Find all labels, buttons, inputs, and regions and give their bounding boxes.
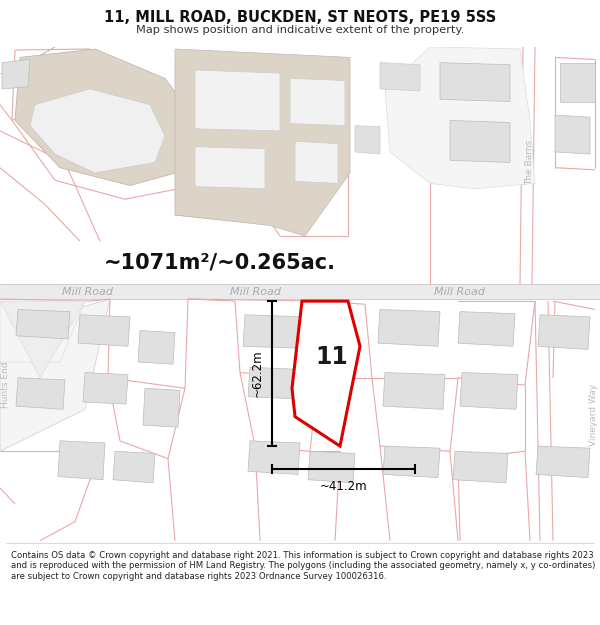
Polygon shape — [138, 331, 175, 364]
Polygon shape — [378, 309, 440, 346]
Text: ~1071m²/~0.265ac.: ~1071m²/~0.265ac. — [104, 253, 336, 272]
Text: Vineyard Way: Vineyard Way — [589, 384, 598, 446]
Polygon shape — [458, 312, 515, 346]
Polygon shape — [15, 49, 200, 186]
Polygon shape — [440, 62, 510, 101]
Polygon shape — [248, 368, 300, 399]
Polygon shape — [295, 141, 338, 184]
Text: Mill Road: Mill Road — [434, 287, 485, 297]
Text: Contains OS data © Crown copyright and database right 2021. This information is : Contains OS data © Crown copyright and d… — [11, 551, 595, 581]
Text: ~41.2m: ~41.2m — [320, 480, 367, 492]
Text: ~62.2m: ~62.2m — [251, 350, 264, 398]
Polygon shape — [292, 301, 360, 446]
Polygon shape — [58, 441, 105, 480]
Polygon shape — [16, 378, 65, 409]
Polygon shape — [560, 62, 595, 101]
Text: The Barns: The Barns — [526, 140, 535, 185]
Polygon shape — [0, 301, 85, 378]
Polygon shape — [2, 59, 30, 89]
Polygon shape — [450, 121, 510, 162]
Text: Mill Road: Mill Road — [62, 287, 113, 297]
Polygon shape — [78, 315, 130, 346]
Polygon shape — [355, 126, 380, 154]
Polygon shape — [0, 299, 110, 451]
Polygon shape — [385, 47, 535, 189]
Polygon shape — [308, 451, 355, 483]
Polygon shape — [383, 446, 440, 478]
Polygon shape — [143, 388, 180, 427]
Polygon shape — [453, 451, 508, 483]
Text: Map shows position and indicative extent of the property.: Map shows position and indicative extent… — [136, 25, 464, 35]
Polygon shape — [16, 309, 70, 339]
Polygon shape — [30, 89, 165, 173]
Polygon shape — [0, 301, 85, 362]
Polygon shape — [383, 372, 445, 409]
Polygon shape — [538, 315, 590, 349]
Polygon shape — [536, 446, 590, 478]
Text: 11: 11 — [316, 345, 349, 369]
Polygon shape — [113, 451, 155, 483]
Polygon shape — [195, 70, 280, 131]
Text: Hunts End: Hunts End — [1, 362, 11, 408]
Text: Mill Road: Mill Road — [229, 287, 281, 297]
Polygon shape — [248, 441, 300, 474]
Polygon shape — [243, 315, 305, 348]
Polygon shape — [290, 78, 345, 126]
Polygon shape — [460, 372, 518, 409]
Text: 11, MILL ROAD, BUCKDEN, ST NEOTS, PE19 5SS: 11, MILL ROAD, BUCKDEN, ST NEOTS, PE19 5… — [104, 10, 496, 25]
Polygon shape — [83, 372, 128, 404]
Polygon shape — [175, 49, 350, 236]
Polygon shape — [380, 62, 420, 91]
Polygon shape — [195, 147, 265, 189]
Polygon shape — [555, 115, 590, 154]
Bar — [0, 284, 600, 299]
